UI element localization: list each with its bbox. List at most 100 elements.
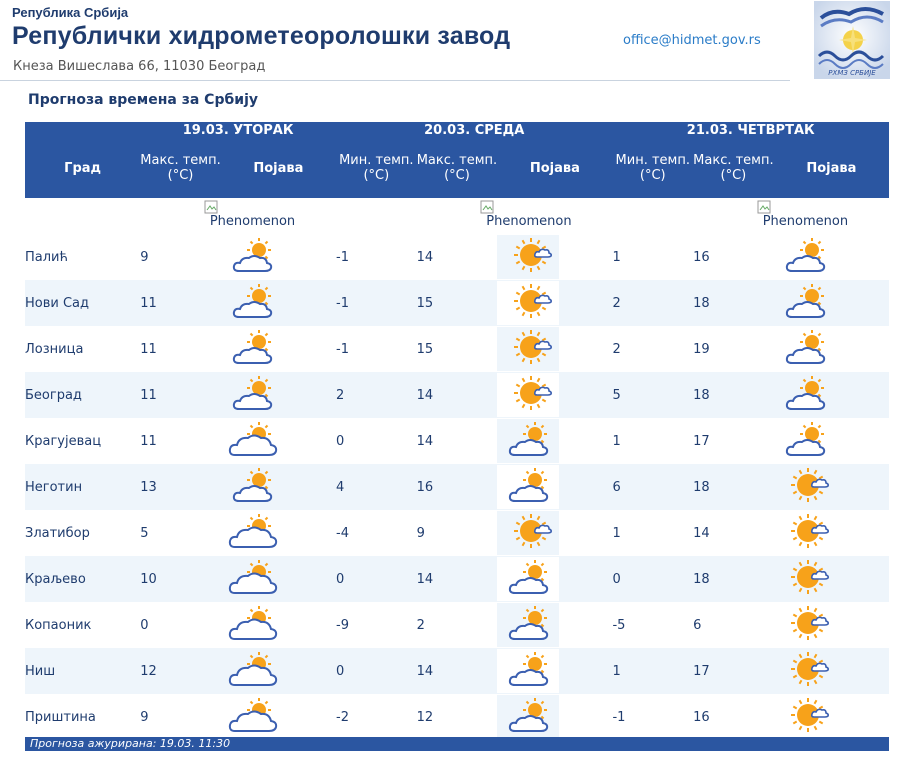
- day-header-1: 19.03. УТОРАК: [140, 122, 336, 138]
- d1-max-cell: 11: [140, 280, 221, 326]
- mostly-sunny-icon: [790, 560, 829, 594]
- weather-icon-wrap: [773, 511, 836, 555]
- page-header: Република Србија Републички хидрометеоро…: [0, 0, 900, 84]
- mostly-sunny-icon: [514, 284, 553, 318]
- weather-icon-wrap: [773, 327, 836, 371]
- weather-icon-wrap: [220, 281, 283, 325]
- phenomenon-placeholder-row: Phenomenon Phenomenon Phenomenon: [25, 198, 889, 234]
- header-divider: [0, 80, 790, 81]
- d1-phenomenon-cell: [220, 234, 336, 280]
- day-header-spacer: [25, 122, 141, 138]
- d3-phenomenon-header: Појава: [773, 138, 889, 198]
- mostly-sunny-icon: [514, 330, 553, 364]
- table-row: Палић 9 -1 14 1 16: [25, 234, 889, 280]
- weather-icon-wrap: [497, 465, 560, 509]
- phenomenon-alt-text: Phenomenon: [209, 214, 296, 229]
- city-cell: Краљево: [25, 556, 141, 602]
- city-column-header: Град: [25, 138, 141, 198]
- country-label: Република Србија: [12, 5, 129, 20]
- weather-icon-wrap: [220, 649, 283, 693]
- weather-icon-wrap: [773, 235, 836, 279]
- d3-min-cell: -5: [612, 602, 694, 648]
- cloudy-sun-icon: [228, 560, 277, 594]
- d1-phenomenon-cell: [220, 648, 336, 694]
- d2-max-cell: 14: [416, 234, 498, 280]
- d2-max-cell: 12: [416, 694, 498, 740]
- d3-min-cell: 1: [612, 648, 694, 694]
- d3-phenomenon-cell: [773, 648, 889, 694]
- sun-behind-clouds-icon: [509, 606, 549, 640]
- table-row: Ниш 12 0 14 1 17: [25, 648, 889, 694]
- d3-min-cell: 0: [612, 556, 694, 602]
- weather-icon-wrap: [773, 695, 836, 739]
- mostly-sunny-icon: [514, 376, 553, 410]
- d2-max-header: Макс. темп. (°C): [416, 138, 498, 198]
- broken-image-icon: [480, 200, 494, 214]
- weather-icon-wrap: [497, 603, 560, 647]
- d2-phenomenon-cell: [497, 556, 613, 602]
- d2-max-cell: 9: [416, 510, 498, 556]
- d3-max-cell: 14: [693, 510, 774, 556]
- forecast-table: 19.03. УТОРАК 20.03. СРЕДА 21.03. ЧЕТВРТ…: [25, 122, 889, 740]
- broken-image-icon: [757, 200, 771, 214]
- d3-min-header: Мин. темп. (°C): [612, 138, 694, 198]
- d3-phenomenon-cell: [773, 510, 889, 556]
- d2-min-cell: 0: [336, 648, 417, 694]
- weather-icon-wrap: [773, 419, 836, 463]
- d1-phenomenon-cell: [220, 418, 336, 464]
- broken-image-d3: Phenomenon: [757, 198, 889, 234]
- mostly-sunny-icon: [790, 652, 829, 686]
- day-header-2: 20.03. СРЕДА: [336, 122, 613, 138]
- d1-phenomenon-cell: [220, 372, 336, 418]
- d3-max-cell: 16: [693, 694, 774, 740]
- mostly-sunny-icon: [790, 698, 829, 732]
- broken-image-d1: Phenomenon: [204, 198, 336, 234]
- d1-max-cell: 11: [140, 418, 221, 464]
- d2-min-cell: 0: [336, 418, 417, 464]
- address-text: Кнеза Вишеслава 66, 11030 Београд: [13, 59, 266, 74]
- phenomenon-alt-text: Phenomenon: [486, 214, 572, 229]
- city-cell: Палић: [25, 234, 141, 280]
- d1-phenomenon-cell: [220, 556, 336, 602]
- d3-max-cell: 18: [693, 556, 774, 602]
- weather-icon-wrap: [220, 235, 283, 279]
- d1-max-cell: 9: [140, 694, 221, 740]
- d1-phenomenon-cell: [220, 510, 336, 556]
- weather-icon-wrap: [497, 557, 560, 601]
- weather-icon-wrap: [497, 649, 560, 693]
- d2-min-cell: -2: [336, 694, 417, 740]
- email-link[interactable]: office@hidmet.gov.rs: [623, 33, 761, 48]
- weather-icon-wrap: [220, 695, 283, 739]
- d2-min-cell: 0: [336, 556, 417, 602]
- d2-max-cell: 14: [416, 556, 498, 602]
- d3-phenomenon-cell: [773, 418, 889, 464]
- d2-max-cell: 2: [416, 602, 498, 648]
- d2-min-cell: -1: [336, 234, 417, 280]
- cloudy-sun-icon: [228, 652, 277, 686]
- phenomenon-alt-text: Phenomenon: [762, 214, 849, 229]
- d3-max-header: Макс. темп. (°C): [693, 138, 774, 198]
- mostly-sunny-icon: [790, 468, 829, 502]
- cloudy-sun-icon: [228, 606, 277, 640]
- weather-icon-wrap: [497, 235, 560, 279]
- sun-behind-clouds-icon: [785, 376, 825, 410]
- sun-behind-clouds-icon: [509, 422, 549, 456]
- d1-max-cell: 13: [140, 464, 221, 510]
- d3-min-cell: 2: [612, 280, 694, 326]
- d2-min-cell: 2: [336, 372, 417, 418]
- d2-phenomenon-cell: [497, 372, 613, 418]
- d3-phenomenon-cell: [773, 464, 889, 510]
- d1-max-cell: 9: [140, 234, 221, 280]
- sun-behind-clouds-icon: [785, 238, 825, 272]
- table-row: Приштина 9 -2 12 -1 16: [25, 694, 889, 740]
- d3-phenomenon-cell: [773, 556, 889, 602]
- d2-phenomenon-cell: [497, 418, 613, 464]
- institution-title[interactable]: Републички хидрометеоролошки завод: [12, 22, 511, 50]
- city-cell: Неготин: [25, 464, 141, 510]
- d1-max-cell: 10: [140, 556, 221, 602]
- sun-behind-clouds-icon: [785, 330, 825, 364]
- d3-min-cell: 2: [612, 326, 694, 372]
- city-cell: Приштина: [25, 694, 141, 740]
- table-row: Копаоник 0 -9 2 -5 6: [25, 602, 889, 648]
- rhmz-logo-icon[interactable]: РХМЗ СРБИЈЕ: [813, 0, 891, 80]
